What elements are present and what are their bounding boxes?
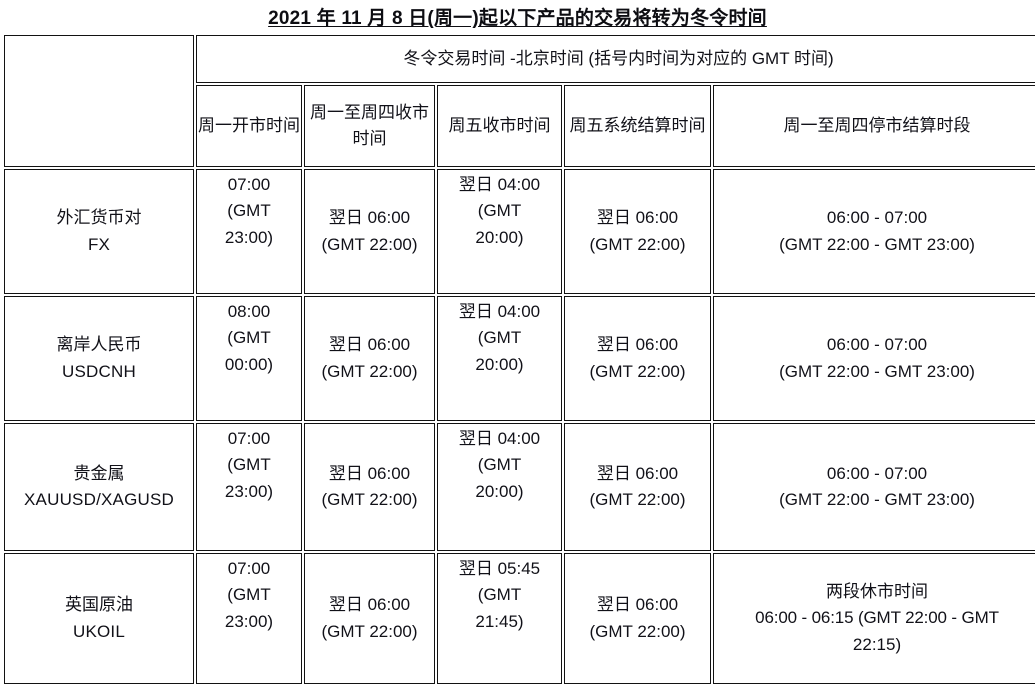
column-header-friday-settlement: 周五系统结算时间 — [564, 85, 711, 167]
column-header-monday-open: 周一开市时间 — [196, 85, 302, 167]
friday-settlement-gmt: (GMT 22:00) — [589, 490, 686, 509]
friday-close-gmt-value: 21:45) — [475, 611, 524, 631]
merged-header-winter-hours: 冬令交易时间 -北京时间 (括号内时间为对应的 GMT 时间) — [196, 35, 1035, 83]
monday-open-cell: 07:00 (GMT 23:00) — [196, 169, 302, 294]
friday-close-gmt-value: 20:00) — [475, 354, 524, 374]
friday-settlement-cell: 翌日 06:00 (GMT 22:00) — [564, 296, 711, 421]
mon-thu-halt-gmt: (GMT 22:00 - GMT 23:00) — [779, 234, 975, 254]
friday-close-local: 翌日 04:00 — [458, 429, 541, 448]
friday-settlement-cell: 翌日 06:00 (GMT 22:00) — [564, 423, 711, 551]
friday-settlement-gmt: (GMT 22:00) — [589, 621, 686, 641]
table-row: 英国原油 UKOIL 07:00 (GMT 23:00) 翌日 06:00 (G… — [4, 553, 1035, 684]
monday-open-cell: 07:00 (GMT 23:00) — [196, 553, 302, 684]
product-name: 离岸人民币 — [56, 335, 142, 355]
mon-thu-close-gmt: (GMT 22:00) — [321, 361, 418, 381]
monday-open-gmt-value: 23:00) — [224, 481, 274, 501]
mon-thu-close-local: 翌日 06:00 — [328, 595, 411, 615]
product-name: 英国原油 — [65, 595, 133, 615]
mon-thu-close-cell: 翌日 06:00 (GMT 22:00) — [304, 553, 435, 684]
mon-thu-close-local: 翌日 06:00 — [328, 335, 411, 355]
product-symbol: XAUUSD/XAGUSD — [24, 490, 174, 509]
monday-open-gmt-value: 00:00) — [224, 354, 274, 374]
product-symbol: FX — [87, 234, 111, 254]
monday-open-gmt-prefix: (GMT — [227, 585, 271, 605]
product-symbol: USDCNH — [62, 361, 136, 381]
column-header-mon-thu-close: 周一至周四收市时间 — [304, 85, 435, 167]
product-cell-fx: 外汇货币对 FX — [4, 169, 194, 294]
table-header-row-merged: 冬令交易时间 -北京时间 (括号内时间为对应的 GMT 时间) — [4, 35, 1035, 167]
friday-settlement-gmt: (GMT 22:00) — [589, 361, 686, 381]
friday-close-local: 翌日 04:00 — [458, 175, 541, 194]
mon-thu-halt-cell: 06:00 - 07:00 (GMT 22:00 - GMT 23:00) — [713, 423, 1035, 551]
friday-close-cell: 翌日 04:00 (GMT 20:00) — [437, 423, 562, 551]
friday-settlement-cell: 翌日 06:00 (GMT 22:00) — [564, 553, 711, 684]
mon-thu-halt-gmt: (GMT 22:00 - GMT 23:00) — [779, 490, 975, 509]
friday-settlement-gmt: (GMT 22:00) — [589, 234, 686, 254]
monday-open-local: 07:00 — [227, 429, 271, 448]
monday-open-cell: 08:00 (GMT 00:00) — [196, 296, 302, 421]
mon-thu-close-cell: 翌日 06:00 (GMT 22:00) — [304, 169, 435, 294]
trading-hours-table: 冬令交易时间 -北京时间 (括号内时间为对应的 GMT 时间) 周一开市时间 周… — [2, 33, 1035, 686]
monday-open-gmt-prefix: (GMT — [227, 201, 271, 221]
column-header-mon-thu-halt: 周一至周四停市结算时段 — [713, 85, 1035, 167]
mon-thu-halt-local: 06:00 - 07:00 — [826, 208, 928, 228]
friday-close-cell: 翌日 04:00 (GMT 20:00) — [437, 296, 562, 421]
table-row: 外汇货币对 FX 07:00 (GMT 23:00) 翌日 06:00 (GMT… — [4, 169, 1035, 294]
friday-settlement-cell: 翌日 06:00 (GMT 22:00) — [564, 169, 711, 294]
monday-open-local: 08:00 — [227, 302, 271, 321]
product-name: 贵金属 — [73, 463, 125, 483]
page-title: 2021 年 11 月 8 日(周一)起以下产品的交易将转为冬令时间 — [268, 8, 767, 29]
table-row: 离岸人民币 USDCNH 08:00 (GMT 00:00) 翌日 06:00 … — [4, 296, 1035, 421]
mon-thu-halt-note: 两段休市时间 — [826, 581, 928, 601]
mon-thu-close-gmt: (GMT 22:00) — [321, 621, 418, 641]
mon-thu-halt-cell: 两段休市时间 06:00 - 06:15 (GMT 22:00 - GMT 22… — [713, 553, 1035, 684]
mon-thu-close-cell: 翌日 06:00 (GMT 22:00) — [304, 296, 435, 421]
friday-close-local: 翌日 04:00 — [458, 302, 541, 321]
monday-open-cell: 07:00 (GMT 23:00) — [196, 423, 302, 551]
friday-close-cell: 翌日 04:00 (GMT 20:00) — [437, 169, 562, 294]
friday-settlement-local: 翌日 06:00 — [596, 595, 679, 615]
mon-thu-halt-cell: 06:00 - 07:00 (GMT 22:00 - GMT 23:00) — [713, 296, 1035, 421]
mon-thu-halt-cell: 06:00 - 07:00 (GMT 22:00 - GMT 23:00) — [713, 169, 1035, 294]
mon-thu-close-cell: 翌日 06:00 (GMT 22:00) — [304, 423, 435, 551]
product-cell-metals: 贵金属 XAUUSD/XAGUSD — [4, 423, 194, 551]
friday-close-cell: 翌日 05:45 (GMT 21:45) — [437, 553, 562, 684]
table-row: 贵金属 XAUUSD/XAGUSD 07:00 (GMT 23:00) 翌日 0… — [4, 423, 1035, 551]
mon-thu-close-local: 翌日 06:00 — [328, 208, 411, 228]
monday-open-local: 07:00 — [227, 175, 271, 194]
monday-open-gmt-value: 23:00) — [224, 227, 274, 247]
friday-settlement-local: 翌日 06:00 — [596, 463, 679, 483]
mon-thu-halt-gmt: (GMT 22:00 - GMT 23:00) — [779, 361, 975, 381]
product-symbol: UKOIL — [72, 621, 126, 641]
table-header-row-columns: 周一开市时间 周一至周四收市时间 周五收市时间 周五系统结算时间 周一至周四停市… — [4, 85, 1035, 167]
friday-close-gmt-value: 20:00) — [475, 227, 524, 247]
friday-close-gmt-prefix: (GMT — [477, 455, 522, 475]
mon-thu-halt-line2: 22:15) — [852, 634, 902, 654]
friday-close-gmt-prefix: (GMT — [477, 201, 522, 221]
mon-thu-halt-local: 06:00 - 07:00 — [826, 335, 928, 355]
product-cell-ukoil: 英国原油 UKOIL — [4, 553, 194, 684]
monday-open-local: 07:00 — [227, 559, 271, 578]
friday-close-gmt-value: 20:00) — [475, 481, 524, 501]
product-cell-usdcnh: 离岸人民币 USDCNH — [4, 296, 194, 421]
monday-open-gmt-prefix: (GMT — [227, 328, 271, 348]
monday-open-gmt-value: 23:00) — [224, 611, 274, 631]
friday-close-local: 翌日 05:45 — [458, 559, 541, 578]
mon-thu-close-local: 翌日 06:00 — [328, 463, 411, 483]
monday-open-gmt-prefix: (GMT — [227, 455, 271, 475]
page-title-bar: 2021 年 11 月 8 日(周一)起以下产品的交易将转为冬令时间 — [0, 0, 1035, 33]
friday-settlement-local: 翌日 06:00 — [596, 208, 679, 228]
mon-thu-close-gmt: (GMT 22:00) — [321, 490, 418, 509]
header-corner-blank-cell — [4, 35, 194, 167]
friday-close-gmt-prefix: (GMT — [477, 585, 522, 605]
mon-thu-halt-local: 06:00 - 07:00 — [826, 463, 928, 483]
friday-close-gmt-prefix: (GMT — [477, 328, 522, 348]
column-header-friday-close: 周五收市时间 — [437, 85, 562, 167]
friday-settlement-local: 翌日 06:00 — [596, 335, 679, 355]
product-name: 外汇货币对 — [56, 208, 142, 228]
mon-thu-close-gmt: (GMT 22:00) — [321, 234, 418, 254]
mon-thu-halt-line1: 06:00 - 06:15 (GMT 22:00 - GMT — [755, 608, 999, 628]
